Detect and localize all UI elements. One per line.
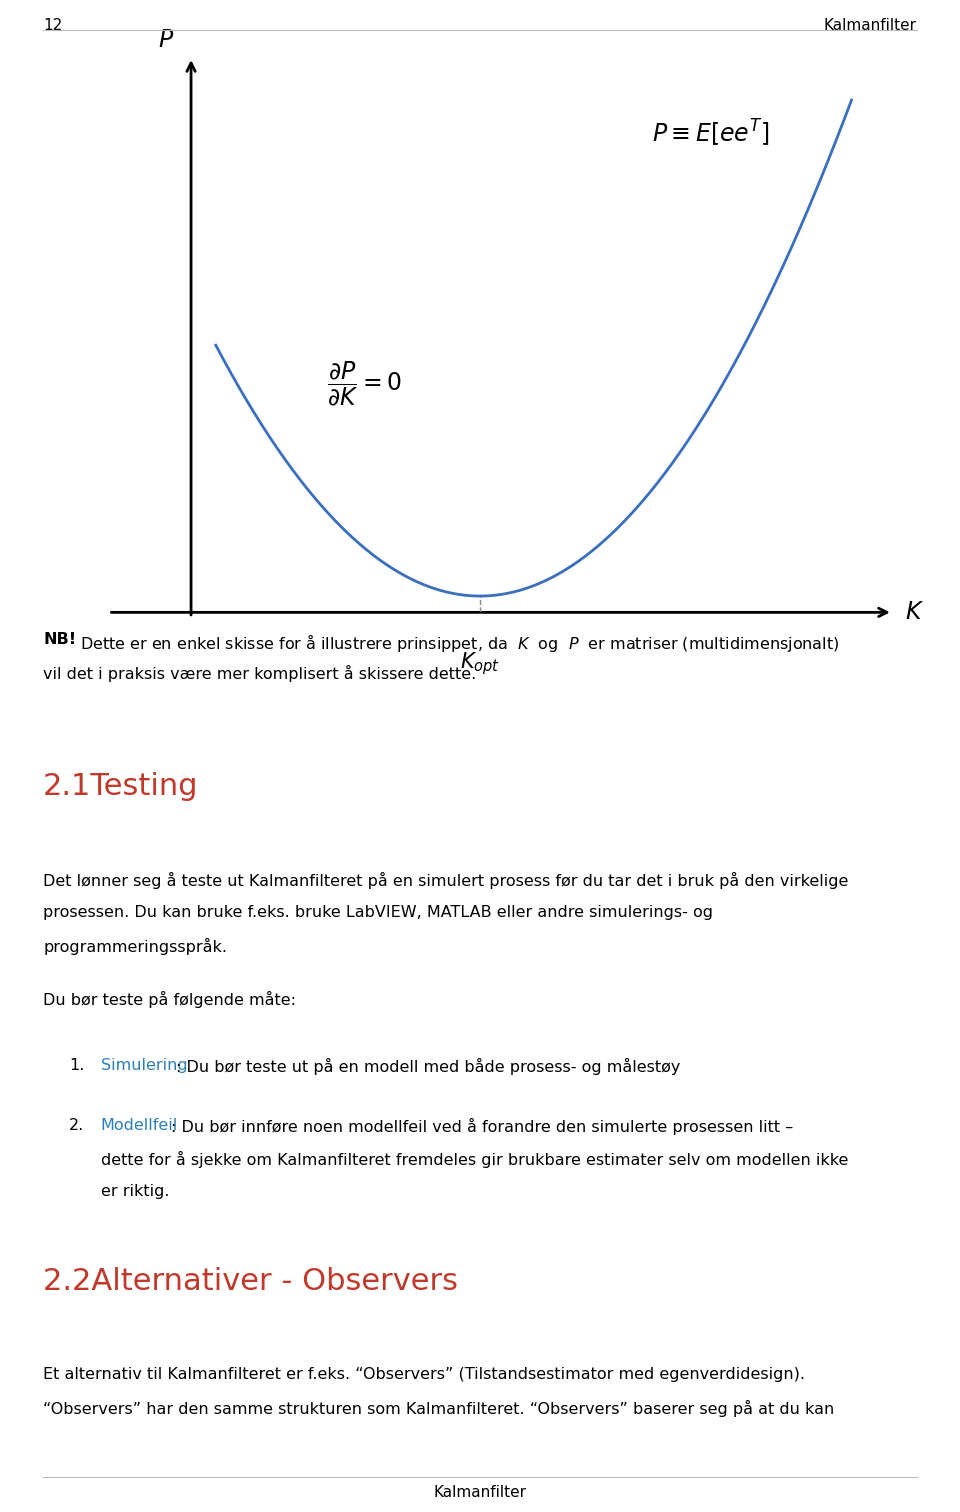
Text: $K$: $K$ — [905, 600, 924, 624]
Text: “Observers” har den samme strukturen som Kalmanfilteret. “Observers” baserer seg: “Observers” har den samme strukturen som… — [43, 1400, 834, 1417]
Text: Dette er en enkel skisse for å illustrere prinsippet, da  $K$  og  $P$  er matri: Dette er en enkel skisse for å illustrer… — [80, 632, 839, 655]
Text: dette for å sjekke om Kalmanfilteret fremdeles gir brukbare estimater selv om mo: dette for å sjekke om Kalmanfilteret fre… — [101, 1151, 849, 1167]
Text: Kalmanfilter: Kalmanfilter — [824, 18, 917, 33]
Text: : Du bør teste ut på en modell med både prosess- og målestøy: : Du bør teste ut på en modell med både … — [176, 1058, 680, 1075]
Text: 2.: 2. — [69, 1117, 84, 1132]
Text: programmeringsspråk.: programmeringsspråk. — [43, 937, 228, 956]
Text: : Du bør innføre noen modellfeil ved å forandre den simulerte prosessen litt –: : Du bør innføre noen modellfeil ved å f… — [171, 1117, 793, 1134]
Text: $P \equiv E[ee^T]$: $P \equiv E[ee^T]$ — [653, 118, 770, 148]
Text: vil det i praksis være mer komplisert å skissere dette.: vil det i praksis være mer komplisert å … — [43, 665, 476, 682]
Text: 2.2Alternativer - Observers: 2.2Alternativer - Observers — [43, 1267, 458, 1296]
Text: Kalmanfilter: Kalmanfilter — [434, 1485, 526, 1500]
Text: prosessen. Du kan bruke f.eks. bruke LabVIEW, MATLAB eller andre simulerings- og: prosessen. Du kan bruke f.eks. bruke Lab… — [43, 904, 713, 919]
Text: 12: 12 — [43, 18, 62, 33]
Text: $P$: $P$ — [158, 27, 175, 51]
Text: er riktig.: er riktig. — [101, 1184, 169, 1199]
Text: 2.1Testing: 2.1Testing — [43, 771, 199, 801]
Text: NB!: NB! — [43, 632, 77, 647]
Text: Simulering: Simulering — [101, 1058, 187, 1074]
Text: Det lønner seg å teste ut Kalmanfilteret på en simulert prosess før du tar det i: Det lønner seg å teste ut Kalmanfilteret… — [43, 871, 849, 889]
Text: 1.: 1. — [69, 1058, 84, 1074]
Text: Et alternativ til Kalmanfilteret er f.eks. “Observers” (Tilstandsestimator med e: Et alternativ til Kalmanfilteret er f.ek… — [43, 1367, 805, 1382]
Text: Modellfeil: Modellfeil — [101, 1117, 178, 1132]
Text: $K_{opt}$: $K_{opt}$ — [460, 650, 500, 677]
Text: Du bør teste på følgende måte:: Du bør teste på følgende måte: — [43, 992, 297, 1009]
Text: $\dfrac{\partial P}{\partial K} = 0$: $\dfrac{\partial P}{\partial K} = 0$ — [327, 360, 402, 408]
